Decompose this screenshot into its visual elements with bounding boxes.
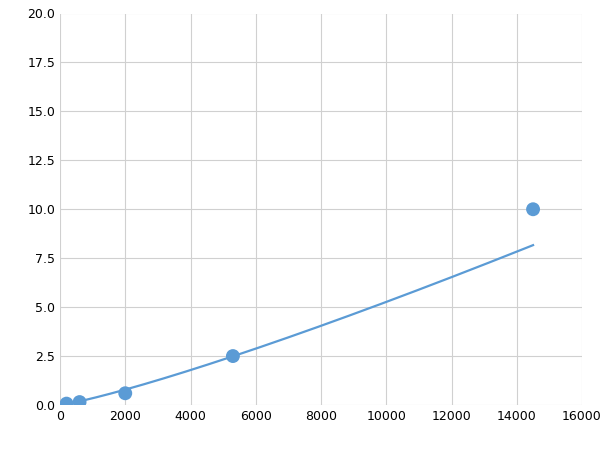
Point [121,390,130,397]
Point [528,206,538,213]
Point [62,400,71,407]
Point [228,352,238,360]
Point [75,398,85,405]
